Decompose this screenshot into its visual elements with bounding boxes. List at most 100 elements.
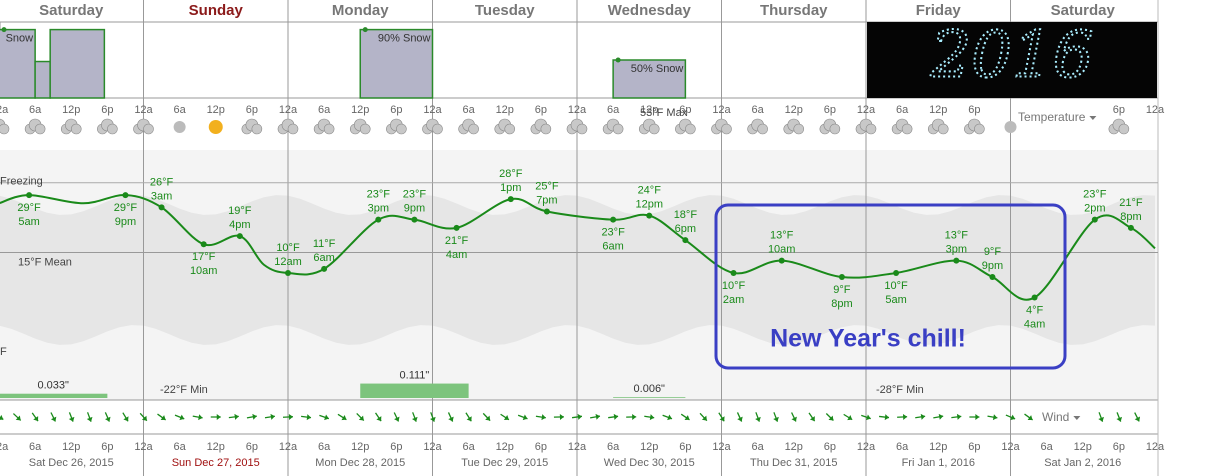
wind-head xyxy=(773,416,779,422)
mean-label: 15°F Mean xyxy=(18,256,72,268)
cloud-puff xyxy=(937,123,949,135)
precip-chance-bar xyxy=(34,60,51,99)
sky-icon xyxy=(24,118,46,135)
sky-icon xyxy=(638,118,660,135)
hour-label: 12a xyxy=(1001,441,1020,453)
wind-head xyxy=(503,415,509,421)
sky-icon xyxy=(494,118,516,135)
hour-label: 6p xyxy=(246,104,258,116)
wind-head xyxy=(595,413,600,420)
wind-arrow xyxy=(157,413,167,421)
hour-label: 12p xyxy=(496,441,514,453)
wind-arrow xyxy=(825,413,834,421)
date-label: Sat Jan 2, 2016 xyxy=(1044,457,1121,469)
hour-label: 12a xyxy=(568,441,587,453)
wind-head xyxy=(198,414,203,421)
wind-head xyxy=(141,415,147,421)
wind-head xyxy=(737,416,743,422)
wind-head xyxy=(865,414,871,421)
wind-arrow xyxy=(517,414,528,421)
hour-label: 6p xyxy=(968,104,980,116)
cloud-puff xyxy=(1118,123,1130,135)
sky-icon xyxy=(208,120,223,134)
temperature-label: 4°F xyxy=(1026,304,1044,316)
wind-head xyxy=(485,415,491,421)
cloud-puff xyxy=(757,123,768,135)
wind-head xyxy=(15,415,21,421)
wind-head xyxy=(270,413,275,420)
wind-head xyxy=(324,414,329,421)
temperature-label: 21°F xyxy=(1119,197,1143,209)
precip-chance-label: 50% Snow xyxy=(631,63,684,75)
temperature-label: 17°F xyxy=(192,251,216,263)
sky-icon xyxy=(0,118,10,135)
wind-arrow xyxy=(356,413,365,421)
cloud-puff xyxy=(359,123,371,135)
wind-head xyxy=(1010,414,1016,421)
wind-head xyxy=(160,415,166,421)
cloud-puff xyxy=(865,123,877,135)
wind-head xyxy=(975,413,980,420)
wind-arrow xyxy=(1134,412,1141,422)
cloud-puff xyxy=(468,123,479,135)
precip-bar xyxy=(360,383,469,398)
wind-head xyxy=(577,413,582,420)
wind-arrow xyxy=(755,412,761,422)
hour-label: 6a xyxy=(1041,441,1054,453)
menu-arrow xyxy=(1073,416,1081,420)
wind-head xyxy=(791,416,797,422)
wind-head xyxy=(288,413,293,420)
hour-label: 12a xyxy=(1146,104,1165,116)
wind-arrow xyxy=(192,414,203,421)
wind-head xyxy=(252,413,257,420)
wind-head xyxy=(105,416,111,422)
wind-head xyxy=(430,416,436,422)
sky-icon xyxy=(747,118,768,135)
cloud-puff xyxy=(143,123,154,135)
cloud-puff xyxy=(901,123,913,135)
menu-arrow xyxy=(1089,116,1097,120)
time-label: 8pm xyxy=(831,298,852,310)
hour-label: 6a xyxy=(607,104,620,116)
sky-icon xyxy=(60,118,82,135)
temperature-label: 23°F xyxy=(1083,189,1107,201)
time-label: 9pm xyxy=(115,216,136,228)
temperature-point xyxy=(1127,224,1134,231)
wind-arrow xyxy=(718,412,725,422)
date-label: Sat Dec 26, 2015 xyxy=(29,457,114,469)
wind-head xyxy=(358,415,364,421)
wind-arrow xyxy=(808,412,816,422)
moon xyxy=(1004,121,1017,133)
precip-chance-bar xyxy=(359,28,434,99)
temperature-point xyxy=(236,233,243,240)
day-name: Wednesday xyxy=(608,2,692,19)
day-name: Tuesday xyxy=(475,2,535,19)
sky-icon xyxy=(855,118,877,135)
wind-head xyxy=(306,414,312,421)
wind-arrow xyxy=(301,414,312,421)
temperature-point xyxy=(778,257,785,264)
wind-arrow xyxy=(1005,414,1016,421)
time-label: 12pm xyxy=(635,198,663,210)
wind-arrow xyxy=(210,413,221,420)
wind-head xyxy=(123,416,129,422)
temperature-point xyxy=(453,224,460,231)
sky-icon xyxy=(313,118,335,135)
wind-arrow xyxy=(337,413,347,421)
hour-label: 6a xyxy=(607,441,620,453)
wind-arrow xyxy=(571,413,583,420)
wind-arrow xyxy=(987,414,998,421)
wind-head xyxy=(667,414,672,421)
wind-head xyxy=(466,416,472,422)
hour-label: 12a xyxy=(568,104,587,116)
wind-arrow xyxy=(951,413,962,420)
temperature-label: 26°F xyxy=(150,176,174,188)
extreme-label: -28°F Min xyxy=(876,384,924,396)
wind-head xyxy=(522,414,528,421)
wind-arrow xyxy=(644,414,655,421)
time-label: 2pm xyxy=(1084,203,1105,215)
wind-head xyxy=(179,414,185,421)
time-label: 6am xyxy=(313,252,334,264)
hour-label: 12a xyxy=(279,441,298,453)
cloud-puff xyxy=(323,123,335,135)
